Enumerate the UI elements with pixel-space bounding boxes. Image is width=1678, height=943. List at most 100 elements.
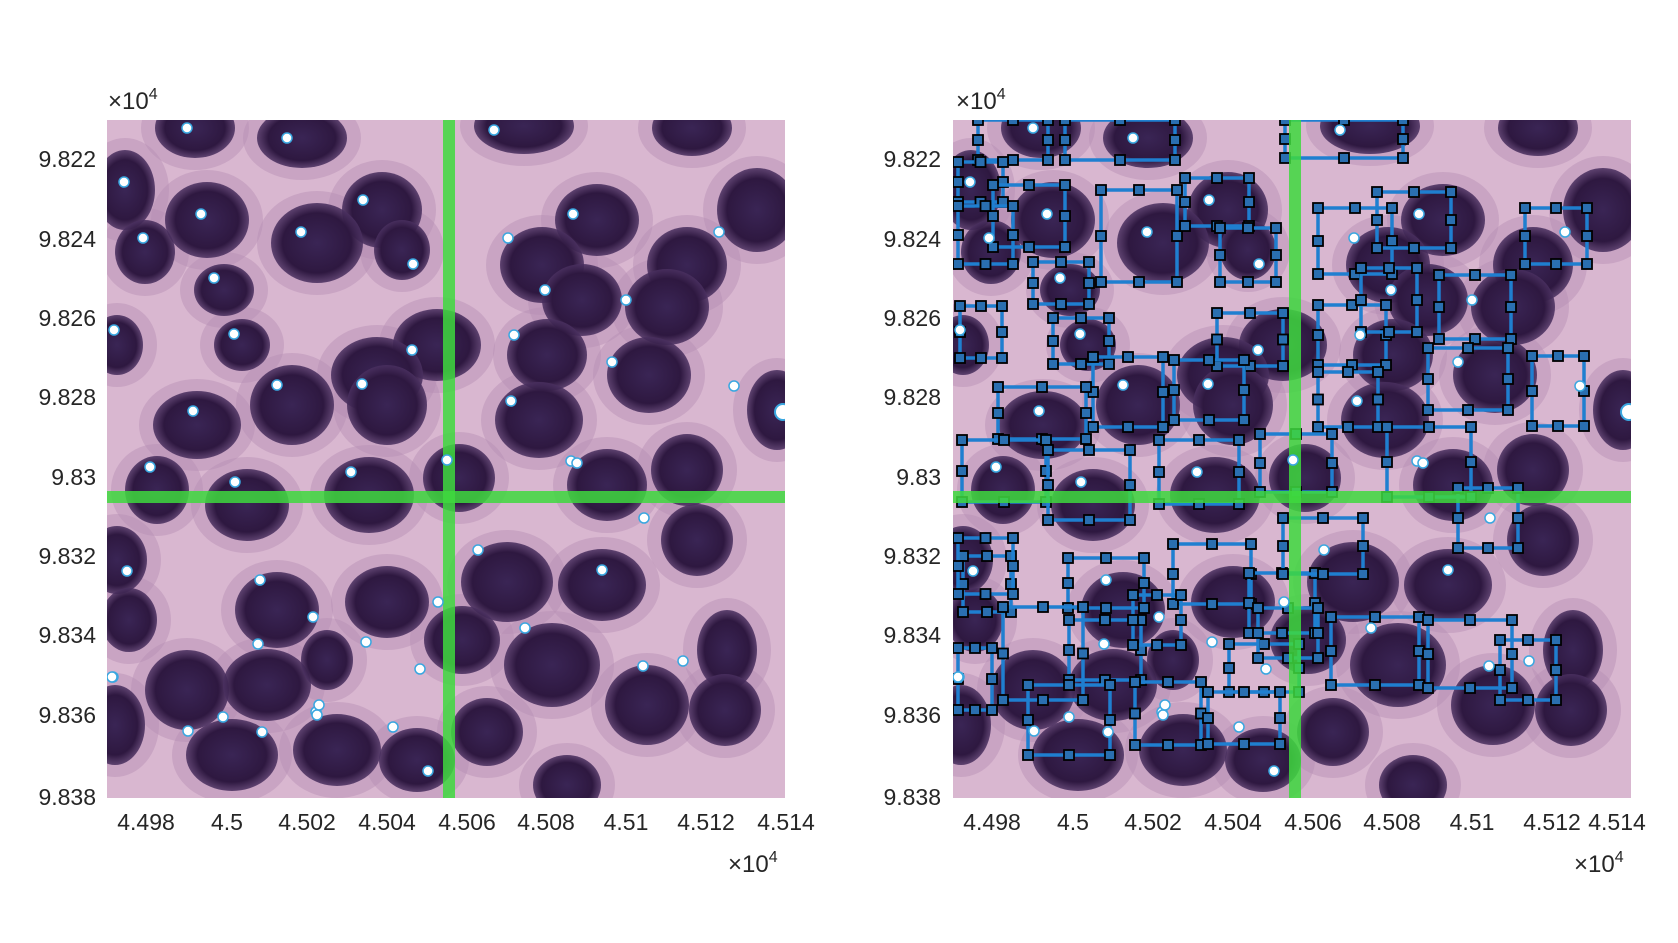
centroid-marker[interactable] <box>1348 232 1360 244</box>
image-axes[interactable] <box>953 120 1631 798</box>
centroid-marker[interactable] <box>539 284 551 296</box>
centroid-marker[interactable] <box>728 380 740 392</box>
resize-handle[interactable] <box>1270 222 1282 234</box>
resize-handle[interactable] <box>1007 200 1019 212</box>
centroid-marker[interactable] <box>195 208 207 220</box>
resize-handle[interactable] <box>953 200 964 212</box>
resize-handle[interactable] <box>1371 242 1383 254</box>
resize-handle[interactable] <box>1252 652 1264 664</box>
resize-handle[interactable] <box>1372 366 1384 378</box>
centroid-marker[interactable] <box>271 379 283 391</box>
resize-handle[interactable] <box>1127 614 1139 626</box>
resize-handle[interactable] <box>1206 598 1218 610</box>
nucleus-bounding-box[interactable] <box>1371 186 1457 254</box>
centroid-marker[interactable] <box>1278 596 1290 608</box>
centroid-marker[interactable] <box>313 699 325 711</box>
centroid-marker[interactable] <box>1574 380 1586 392</box>
resize-handle[interactable] <box>1059 210 1071 222</box>
centroid-marker[interactable] <box>256 726 268 738</box>
nucleus-bounding-box[interactable] <box>1214 222 1282 288</box>
resize-handle[interactable] <box>1494 694 1506 706</box>
nucleus-bounding-box[interactable] <box>1325 611 1425 691</box>
centroid-marker[interactable] <box>208 272 220 284</box>
resize-handle[interactable] <box>1462 342 1474 354</box>
resize-handle[interactable] <box>1047 335 1059 347</box>
resize-handle[interactable] <box>1397 120 1409 126</box>
resize-handle[interactable] <box>1179 172 1191 184</box>
centroid-marker[interactable] <box>567 208 579 220</box>
resize-handle[interactable] <box>1100 552 1112 564</box>
resize-handle[interactable] <box>1270 276 1282 288</box>
centroid-marker[interactable] <box>677 655 689 667</box>
nucleus-bounding-box[interactable] <box>987 179 1071 253</box>
resize-handle[interactable] <box>1422 682 1434 694</box>
resize-handle[interactable] <box>1138 577 1150 589</box>
centroid-marker[interactable] <box>1054 272 1066 284</box>
centroid-marker[interactable] <box>1260 663 1272 675</box>
centroid-marker[interactable] <box>228 328 240 340</box>
resize-handle[interactable] <box>1162 676 1174 688</box>
resize-handle[interactable] <box>1104 749 1116 761</box>
resize-handle[interactable] <box>1095 230 1107 242</box>
resize-handle[interactable] <box>1007 560 1019 572</box>
resize-handle[interactable] <box>1168 354 1180 366</box>
resize-handle[interactable] <box>1482 542 1494 554</box>
resize-handle[interactable] <box>1214 249 1226 261</box>
resize-handle[interactable] <box>1036 381 1048 393</box>
resize-handle[interactable] <box>1312 366 1324 378</box>
centroid-marker[interactable] <box>254 574 266 586</box>
resize-handle[interactable] <box>953 704 964 716</box>
nucleus-bounding-box[interactable] <box>1022 679 1116 761</box>
resize-handle[interactable] <box>1312 627 1324 639</box>
resize-handle[interactable] <box>1578 350 1590 362</box>
centroid-marker[interactable] <box>505 395 517 407</box>
centroid-marker[interactable] <box>1027 122 1039 134</box>
centroid-marker[interactable] <box>1413 208 1425 220</box>
resize-handle[interactable] <box>1169 154 1181 166</box>
centroid-marker[interactable] <box>1466 294 1478 306</box>
resize-handle[interactable] <box>1312 202 1324 214</box>
resize-handle[interactable] <box>1277 360 1289 372</box>
resize-handle[interactable] <box>1047 358 1059 370</box>
resize-handle[interactable] <box>1552 350 1564 362</box>
resize-handle[interactable] <box>1276 627 1288 639</box>
resize-handle[interactable] <box>992 407 1004 419</box>
resize-handle[interactable] <box>1519 230 1531 242</box>
resize-handle[interactable] <box>1175 639 1187 651</box>
resize-handle[interactable] <box>1277 540 1289 552</box>
centroid-marker[interactable] <box>406 344 418 356</box>
centroid-marker[interactable] <box>1287 454 1299 466</box>
resize-handle[interactable] <box>1075 312 1087 324</box>
resize-handle[interactable] <box>1223 662 1235 674</box>
centroid-marker[interactable] <box>1268 765 1280 777</box>
nucleus-bounding-box[interactable] <box>953 200 1019 270</box>
resize-handle[interactable] <box>1095 276 1107 288</box>
centroid-marker[interactable] <box>1075 476 1087 488</box>
resize-handle[interactable] <box>1179 196 1191 208</box>
resize-handle[interactable] <box>1114 120 1126 126</box>
resize-handle[interactable] <box>1505 301 1517 313</box>
resize-handle[interactable] <box>1042 154 1054 166</box>
resize-handle[interactable] <box>1312 268 1324 280</box>
centroid-marker[interactable] <box>713 226 725 238</box>
resize-handle[interactable] <box>1244 307 1256 319</box>
resize-handle[interactable] <box>1381 421 1393 433</box>
resize-handle[interactable] <box>1124 479 1136 491</box>
resize-handle[interactable] <box>1238 384 1250 396</box>
resize-handle[interactable] <box>1063 679 1075 691</box>
resize-handle[interactable] <box>987 179 999 191</box>
nucleus-bounding-box[interactable] <box>1422 614 1518 694</box>
resize-handle[interactable] <box>1083 256 1095 268</box>
resize-handle[interactable] <box>974 156 987 168</box>
resize-handle[interactable] <box>957 606 969 618</box>
resize-handle[interactable] <box>1007 258 1019 270</box>
resize-handle[interactable] <box>1151 639 1163 651</box>
centroid-marker[interactable] <box>356 378 368 390</box>
resize-handle[interactable] <box>1007 532 1019 544</box>
centroid-marker[interactable] <box>1351 395 1363 407</box>
centroid-marker[interactable] <box>1191 466 1203 478</box>
resize-handle[interactable] <box>1075 358 1087 370</box>
resize-handle[interactable] <box>1505 269 1517 281</box>
resize-handle[interactable] <box>1526 385 1538 397</box>
resize-handle[interactable] <box>1193 434 1205 446</box>
